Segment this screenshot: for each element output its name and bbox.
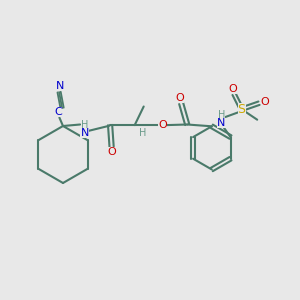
Text: O: O [228, 84, 237, 94]
Text: S: S [238, 103, 246, 116]
Text: N: N [80, 128, 89, 138]
Text: O: O [261, 97, 269, 107]
Text: O: O [107, 147, 116, 157]
Text: N: N [217, 118, 226, 128]
Text: C: C [55, 106, 62, 117]
Text: O: O [175, 93, 184, 103]
Text: H: H [140, 128, 147, 139]
Text: H: H [81, 119, 88, 130]
Text: H: H [218, 110, 225, 120]
Text: N: N [56, 81, 64, 91]
Text: O: O [158, 120, 167, 130]
